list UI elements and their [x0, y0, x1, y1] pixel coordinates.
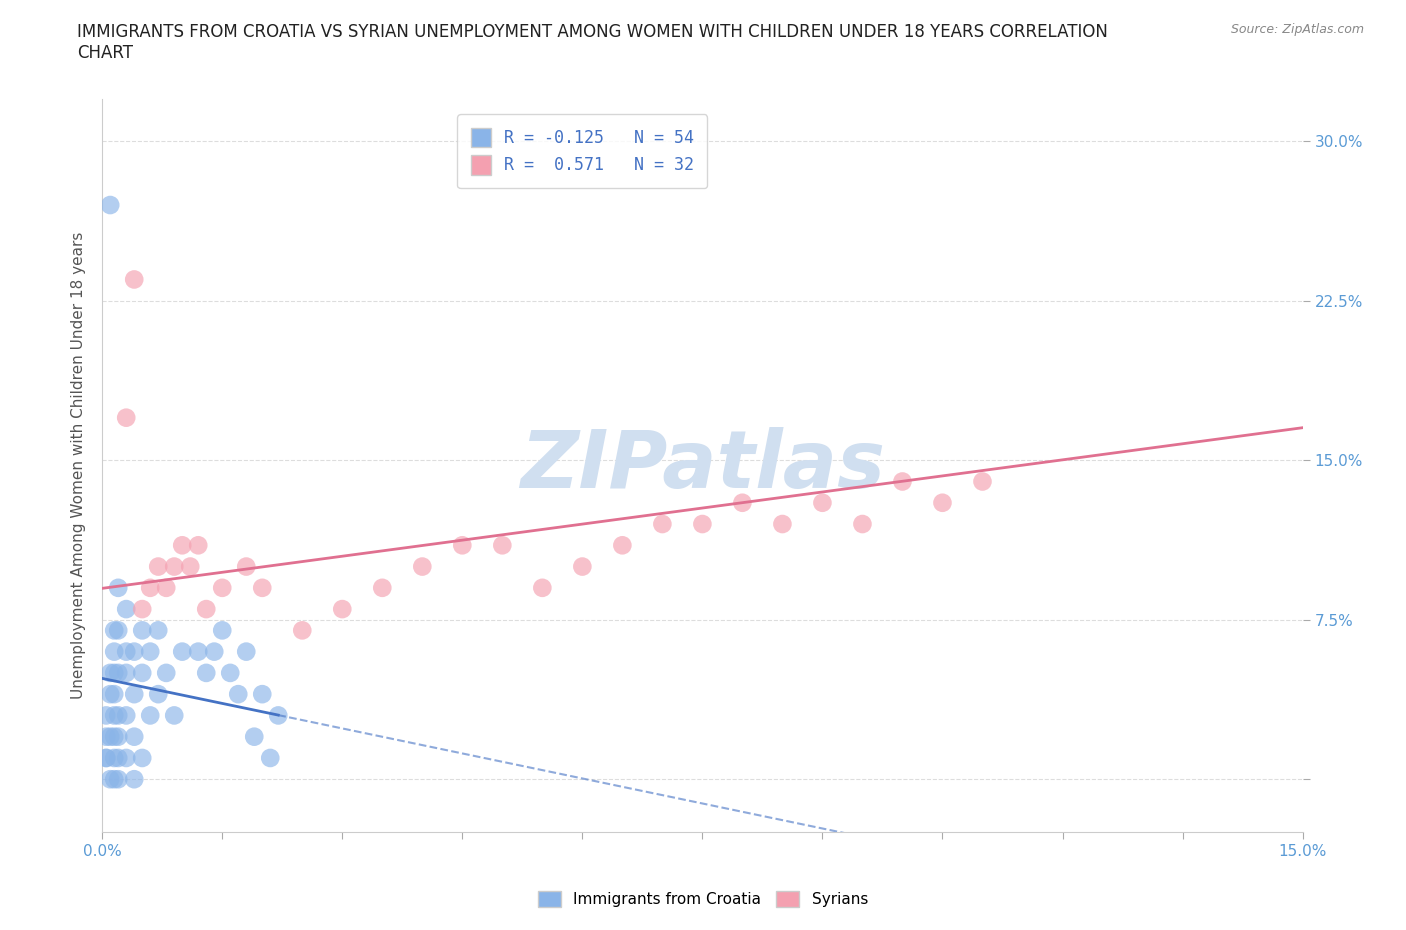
Point: [330, 602, 353, 617]
Point: [531, 580, 554, 595]
Point: [851, 516, 873, 531]
Point: [96, 729, 118, 744]
Point: [98, 666, 121, 681]
Point: [651, 516, 673, 531]
Point: [103, 772, 125, 787]
Point: [155, 580, 177, 595]
Point: [96, 751, 118, 765]
Point: [103, 729, 125, 744]
Point: [259, 751, 281, 765]
Point: [122, 686, 145, 701]
Point: [131, 751, 153, 765]
Legend: R = -0.125   N = 54, R =  0.571   N = 32: R = -0.125 N = 54, R = 0.571 N = 32: [457, 114, 707, 188]
Point: [122, 772, 145, 787]
Point: [115, 602, 138, 617]
Text: Source: ZipAtlas.com: Source: ZipAtlas.com: [1230, 23, 1364, 36]
Text: ZIPatlas: ZIPatlas: [520, 427, 884, 505]
Point: [103, 708, 125, 723]
Point: [252, 580, 274, 595]
Point: [211, 580, 233, 595]
Point: [131, 666, 153, 681]
Point: [148, 686, 170, 701]
Point: [115, 666, 138, 681]
Point: [103, 686, 125, 701]
Point: [98, 729, 121, 744]
Point: [770, 516, 793, 531]
Y-axis label: Unemployment Among Women with Children Under 18 years: Unemployment Among Women with Children U…: [72, 232, 86, 699]
Point: [103, 644, 125, 659]
Point: [148, 623, 170, 638]
Point: [148, 559, 170, 574]
Point: [371, 580, 394, 595]
Point: [115, 708, 138, 723]
Point: [172, 538, 194, 552]
Point: [103, 623, 125, 638]
Point: [115, 644, 138, 659]
Point: [291, 623, 314, 638]
Point: [107, 623, 129, 638]
Point: [211, 623, 233, 638]
Point: [451, 538, 474, 552]
Point: [202, 644, 225, 659]
Legend: Immigrants from Croatia, Syrians: Immigrants from Croatia, Syrians: [531, 884, 875, 913]
Point: [115, 751, 138, 765]
Point: [692, 516, 714, 531]
Point: [96, 708, 118, 723]
Point: [115, 410, 138, 425]
Point: [972, 474, 994, 489]
Point: [571, 559, 593, 574]
Point: [179, 559, 201, 574]
Point: [811, 496, 834, 511]
Point: [139, 580, 162, 595]
Point: [226, 686, 249, 701]
Point: [107, 708, 129, 723]
Point: [612, 538, 634, 552]
Point: [491, 538, 513, 552]
Point: [107, 666, 129, 681]
Point: [103, 666, 125, 681]
Point: [107, 729, 129, 744]
Point: [163, 708, 186, 723]
Point: [122, 272, 145, 287]
Point: [931, 496, 953, 511]
Point: [235, 559, 257, 574]
Point: [235, 644, 257, 659]
Point: [172, 644, 194, 659]
Point: [107, 772, 129, 787]
Point: [107, 580, 129, 595]
Point: [243, 729, 266, 744]
Point: [96, 751, 118, 765]
Point: [187, 538, 209, 552]
Point: [155, 666, 177, 681]
Text: IMMIGRANTS FROM CROATIA VS SYRIAN UNEMPLOYMENT AMONG WOMEN WITH CHILDREN UNDER 1: IMMIGRANTS FROM CROATIA VS SYRIAN UNEMPL…: [77, 23, 1108, 62]
Point: [122, 729, 145, 744]
Point: [411, 559, 433, 574]
Point: [267, 708, 290, 723]
Point: [139, 644, 162, 659]
Point: [131, 602, 153, 617]
Point: [219, 666, 242, 681]
Point: [252, 686, 274, 701]
Point: [107, 751, 129, 765]
Point: [131, 623, 153, 638]
Point: [122, 644, 145, 659]
Point: [139, 708, 162, 723]
Point: [103, 751, 125, 765]
Point: [187, 644, 209, 659]
Point: [195, 666, 218, 681]
Point: [163, 559, 186, 574]
Point: [98, 197, 121, 212]
Point: [731, 496, 754, 511]
Point: [98, 686, 121, 701]
Point: [891, 474, 914, 489]
Point: [195, 602, 218, 617]
Point: [98, 772, 121, 787]
